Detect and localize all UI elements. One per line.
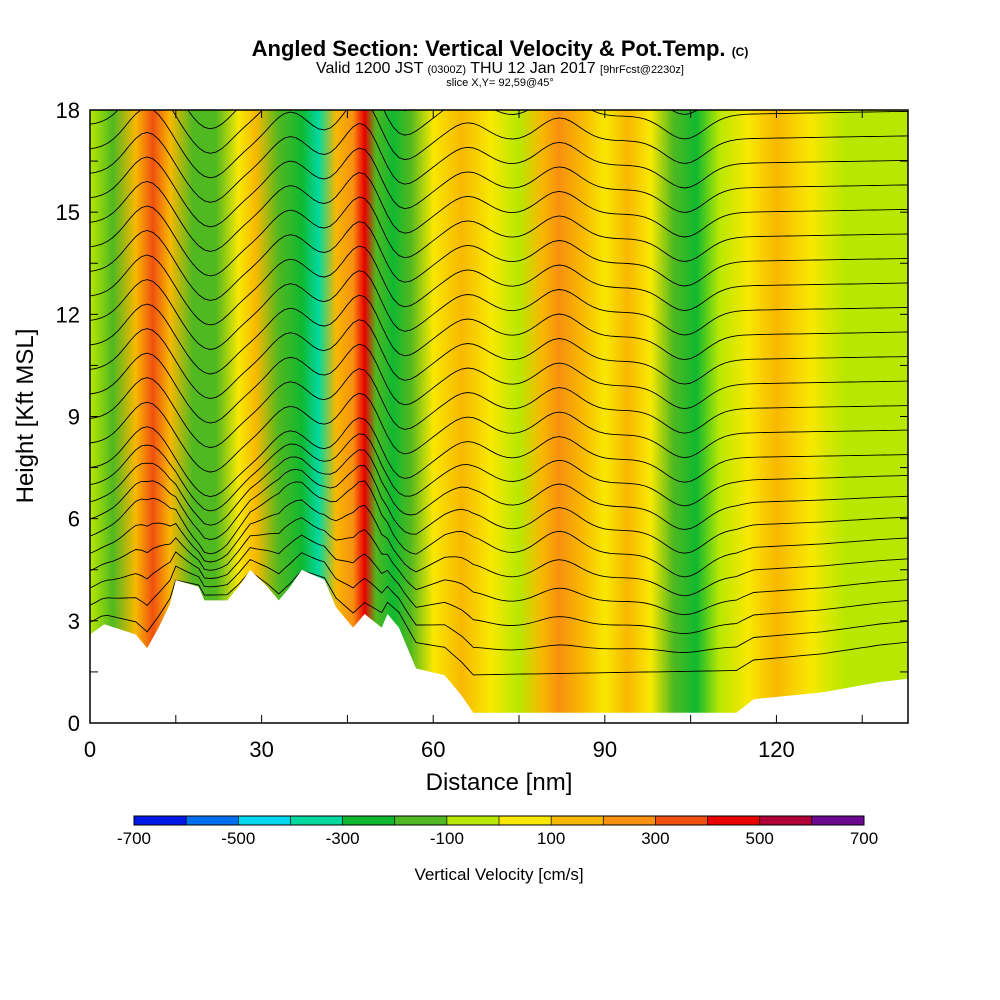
theta-contour xyxy=(90,449,908,530)
y-tick-label: 18 xyxy=(56,98,80,123)
theta-contour xyxy=(90,499,908,597)
colorbar-label: 500 xyxy=(746,829,774,848)
theta-contour xyxy=(90,417,908,498)
chart-title-text: Angled Section: Vertical Velocity & Pot.… xyxy=(251,36,726,61)
x-tick-label: 0 xyxy=(84,737,96,762)
colorbar-swatch xyxy=(603,816,656,825)
theta-contour xyxy=(90,147,908,228)
y-tick-label: 15 xyxy=(56,200,80,225)
y-tick-label: 12 xyxy=(56,302,80,327)
potential-temperature-contours xyxy=(90,26,908,676)
x-tick-label: 90 xyxy=(593,737,617,762)
colorbar-swatch xyxy=(759,816,813,825)
theta-contour xyxy=(90,433,908,512)
y-tick-label: 6 xyxy=(68,507,80,532)
colorbar: -700 -500 -300 -100 100 300 500 700 xyxy=(117,815,878,848)
y-axis-ticks: 0 3 6 9 12 15 18 xyxy=(56,98,908,736)
theta-contour xyxy=(90,123,908,203)
x-tick-label: 30 xyxy=(249,737,273,762)
theta-contour xyxy=(90,552,908,653)
theta-contour xyxy=(90,196,908,277)
y-tick-label: 9 xyxy=(68,405,80,430)
colorbar-label: -100 xyxy=(430,829,464,848)
colorbar-label: -500 xyxy=(221,829,255,848)
theta-contour xyxy=(90,368,908,448)
valid-utc: (0300Z) xyxy=(427,64,467,76)
theta-contour xyxy=(90,480,908,578)
theta-contour xyxy=(90,26,908,105)
chart-title-unit: (C) xyxy=(731,45,749,59)
colorbar-label: -700 xyxy=(117,829,151,848)
theta-contour xyxy=(90,270,908,350)
x-tick-label: 120 xyxy=(758,737,795,762)
theta-contour xyxy=(90,319,908,399)
colorbar-swatch xyxy=(499,816,552,825)
theta-contour xyxy=(90,110,908,154)
colorbar-title: Vertical Velocity [cm/s] xyxy=(414,865,583,884)
valid-time-line: Valid 1200 JST (0300Z) THU 12 Jan 2017 [… xyxy=(0,60,1000,78)
theta-contour xyxy=(90,110,908,179)
theta-contour xyxy=(90,245,908,326)
colorbar-swatch xyxy=(707,816,761,825)
terrain-mask xyxy=(90,569,908,723)
x-tick-label: 60 xyxy=(421,737,445,762)
y-tick-label: 3 xyxy=(68,609,80,634)
colorbar-swatch xyxy=(238,816,291,825)
theta-contour xyxy=(90,221,908,301)
theta-contour xyxy=(90,392,908,473)
theta-contour xyxy=(90,569,908,676)
y-axis-title: Height [Kft MSL] xyxy=(12,329,39,504)
x-axis-title: Distance [nm] xyxy=(426,769,573,796)
colorbar-label: 700 xyxy=(850,829,878,848)
theta-contour xyxy=(90,534,908,635)
theta-contour xyxy=(90,343,908,424)
colorbar-swatch xyxy=(134,816,187,825)
colorbar-swatch xyxy=(394,816,448,825)
colorbar-label: 300 xyxy=(641,829,669,848)
colorbar-swatch xyxy=(186,816,239,825)
colorbar-swatch xyxy=(811,816,865,825)
theta-contour xyxy=(90,172,908,252)
forecast-info: [9hrFcst@2230z] xyxy=(600,64,684,76)
theta-contour xyxy=(90,465,908,554)
x-axis-ticks: 0 30 60 90 120 xyxy=(84,110,863,762)
y-tick-label: 0 xyxy=(68,711,80,736)
colorbar-swatch xyxy=(290,816,343,825)
colorbar-label: -300 xyxy=(326,829,360,848)
colorbar-swatch xyxy=(655,816,708,825)
colorbar-swatch xyxy=(551,816,604,825)
valid-prefix: Valid 1200 JST xyxy=(316,60,424,77)
theta-contour xyxy=(90,517,908,616)
colorbar-swatch xyxy=(446,816,500,825)
theta-contour xyxy=(187,110,699,130)
theta-contour xyxy=(90,294,908,375)
plot-area xyxy=(90,26,908,723)
colorbar-swatch xyxy=(342,816,396,825)
valid-date: THU 12 Jan 2017 xyxy=(470,60,596,77)
colorbar-label: 100 xyxy=(537,829,565,848)
chart-title: Angled Section: Vertical Velocity & Pot.… xyxy=(0,36,1000,62)
slice-info: slice X,Y= 92,59@45° xyxy=(446,77,554,89)
